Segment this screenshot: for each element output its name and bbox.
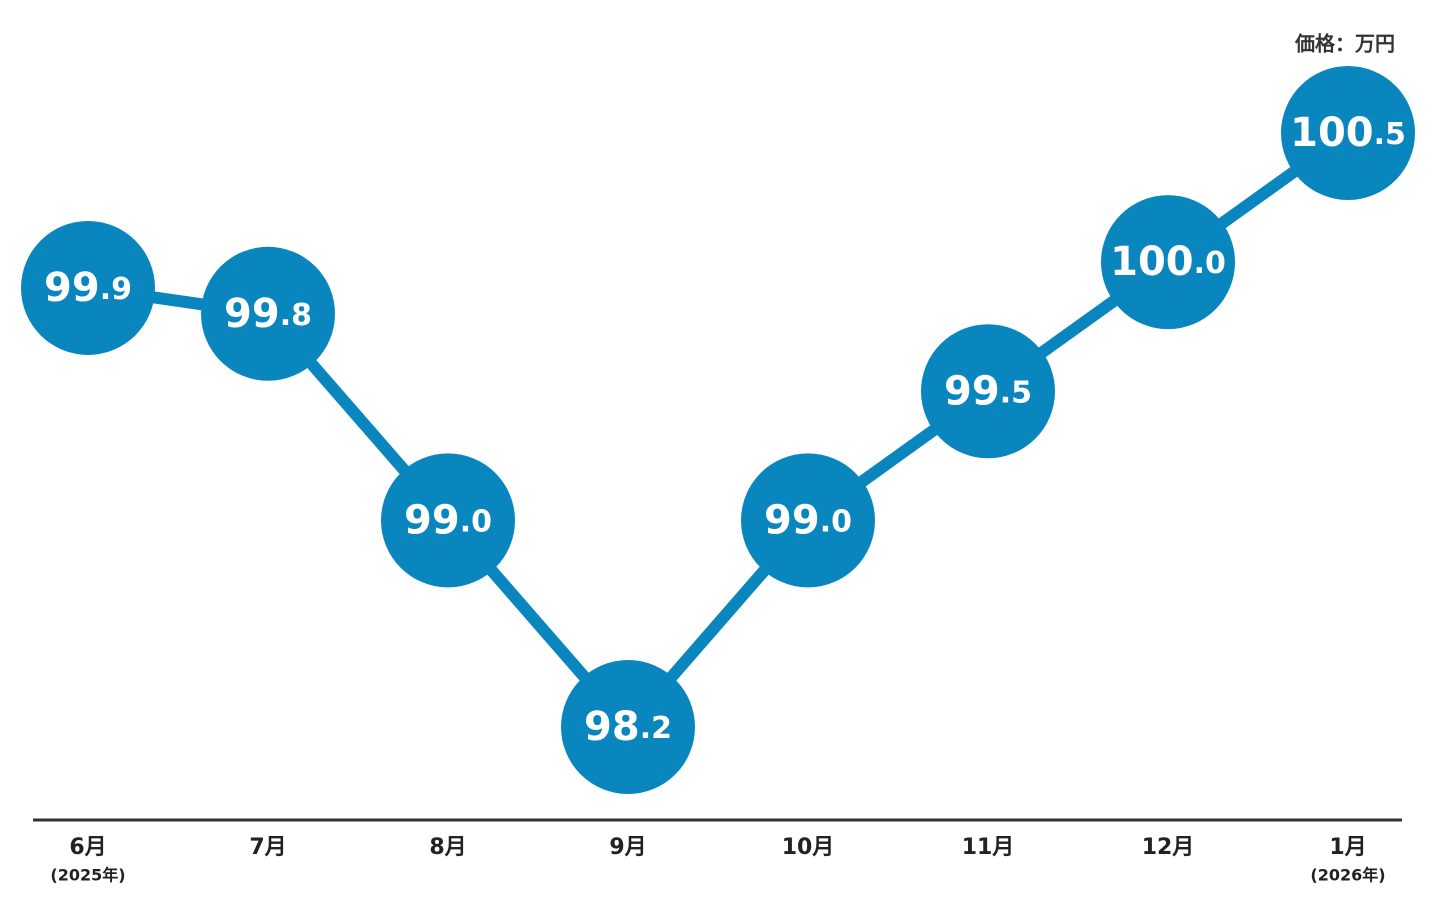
x-tick-label: 8月 (429, 835, 466, 860)
value-label: 99.5 (944, 368, 1032, 414)
x-tick-label: 9月 (609, 835, 646, 860)
value-label: 100.5 (1290, 110, 1406, 156)
x-tick-label: 7月 (249, 835, 286, 860)
x-tick-label: 12月 (1142, 835, 1195, 860)
point (381, 453, 515, 588)
x-tick-label: 11月 (962, 835, 1015, 860)
point (921, 324, 1055, 459)
point (21, 220, 155, 355)
x-tick-label: 1月 (1329, 835, 1366, 860)
x-tick-label: 10月 (782, 835, 835, 860)
point (741, 453, 875, 588)
value-label: 100.0 (1110, 239, 1226, 285)
value-label: 99.8 (224, 291, 312, 337)
unit-label: 価格：万円 (1294, 32, 1395, 56)
point (1101, 195, 1235, 330)
point (201, 246, 335, 381)
value-label: 99.0 (764, 497, 852, 543)
value-label: 99.9 (44, 265, 132, 311)
value-label: 99.0 (404, 497, 492, 543)
value-label: 98.2 (584, 704, 672, 750)
point (561, 660, 695, 794)
x-tick-sublabel: (2025年) (50, 866, 125, 885)
x-tick-label: 6月 (69, 835, 106, 860)
x-tick-sublabel: (2026年) (1310, 866, 1385, 885)
point (1281, 66, 1415, 200)
